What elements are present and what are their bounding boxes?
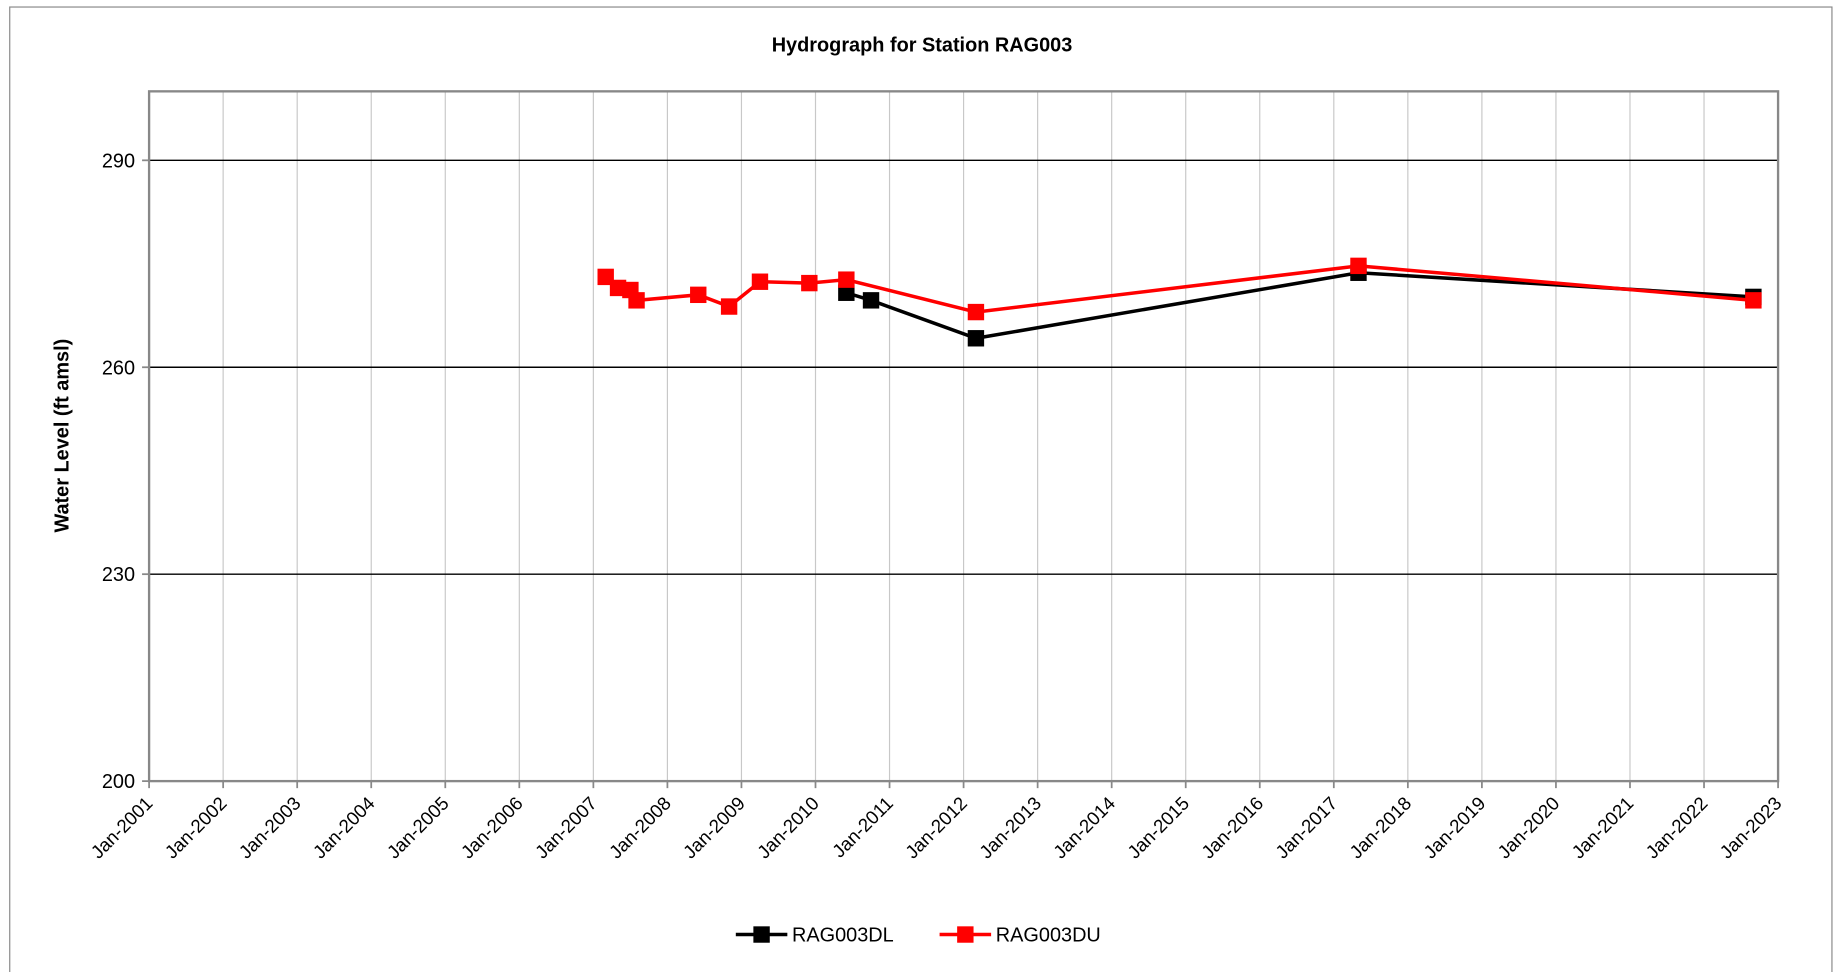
marker [609, 279, 627, 297]
chart-title: Hydrograph for Station RAG003 [772, 35, 1073, 57]
marker [801, 274, 818, 292]
marker [838, 271, 855, 288]
y-axis-label: Water Level (ft amsl) [51, 339, 73, 533]
marker [1745, 292, 1762, 309]
legend-marker [753, 926, 770, 943]
y-tick-label: 260 [102, 357, 135, 379]
marker [751, 273, 769, 290]
y-tick-label: 230 [102, 564, 135, 586]
marker [967, 330, 985, 347]
marker [720, 298, 738, 315]
y-tick-label: 200 [102, 771, 135, 793]
marker [628, 292, 645, 309]
marker [838, 284, 855, 301]
marker [1350, 257, 1367, 275]
legend-label: RAG003DU [996, 925, 1101, 947]
plot-border [147, 90, 1780, 783]
marker [690, 286, 707, 304]
legend-label: RAG003DL [792, 925, 894, 947]
marker [597, 268, 614, 286]
y-tick-label: 290 [102, 150, 135, 172]
legend-marker [957, 926, 974, 943]
marker [967, 303, 985, 321]
marker [862, 292, 880, 309]
